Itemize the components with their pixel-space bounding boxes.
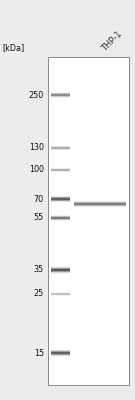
- Text: 130: 130: [29, 144, 44, 152]
- Text: 250: 250: [29, 90, 44, 100]
- Text: [kDa]: [kDa]: [2, 43, 24, 52]
- Text: 100: 100: [29, 166, 44, 174]
- Text: 25: 25: [34, 290, 44, 298]
- Text: 55: 55: [34, 214, 44, 222]
- Text: 35: 35: [34, 266, 44, 274]
- Text: 15: 15: [34, 348, 44, 358]
- Bar: [48, 57, 129, 385]
- Text: 70: 70: [34, 194, 44, 204]
- Text: THP-1: THP-1: [100, 29, 124, 53]
